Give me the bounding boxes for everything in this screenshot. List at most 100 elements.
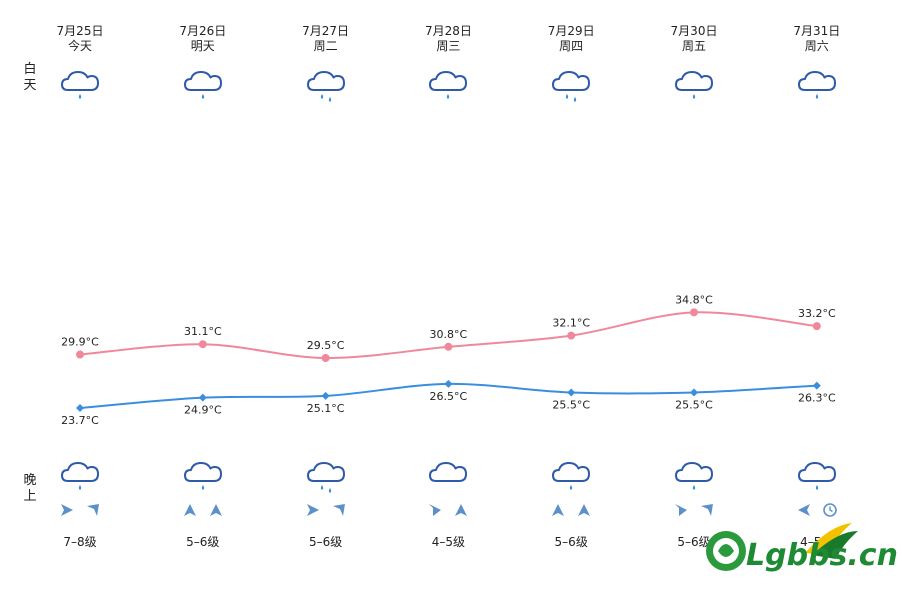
arrow-downright-icon — [429, 504, 442, 516]
night-weather-icon-3 — [426, 459, 470, 495]
day-header-5: 7月30日 周五 — [649, 24, 739, 54]
arrow-up-icon — [209, 504, 222, 516]
day-weekday: 今天 — [67, 39, 92, 53]
high-temp-point — [690, 308, 698, 317]
night-weather-icon-6 — [795, 459, 839, 495]
high-temp-label: 32.1°C — [552, 317, 590, 330]
low-temp-label: 26.3°C — [798, 392, 836, 405]
low-temp-label: 25.5°C — [675, 398, 713, 411]
high-temp-label: 34.8°C — [675, 293, 713, 306]
low-temp-point — [690, 388, 698, 397]
wind-level-3: 4–5级 — [431, 535, 466, 549]
low-temp-label: 26.5°C — [430, 390, 468, 403]
wind-level-4: 5–6级 — [554, 535, 588, 549]
night-weather-icon-4 — [549, 459, 593, 495]
day-date: 7月31日 — [793, 24, 841, 38]
day-weather-icon-0 — [58, 68, 102, 104]
wind-direction-5 — [664, 502, 724, 518]
day-weekday: 周四 — [559, 39, 584, 53]
arrow-upleft-icon — [332, 504, 345, 516]
wind-direction-4 — [541, 502, 601, 518]
high-temp-point — [198, 340, 207, 349]
high-temp-point — [567, 331, 576, 340]
rain-cloud-icon — [183, 462, 222, 490]
heavy-rain-cloud-icon — [306, 462, 345, 493]
low-temp-label: 25.1°C — [307, 402, 345, 415]
day-header-4: 7月29日 周四 — [526, 24, 616, 54]
rain-cloud-icon — [675, 462, 713, 490]
arrow-up-icon — [455, 504, 468, 516]
high-temp-point — [812, 322, 821, 331]
day-weather-icon-4 — [549, 68, 593, 104]
cloud-icon — [429, 462, 468, 482]
day-header-1: 7月26日 明天 — [158, 24, 248, 54]
rain-cloud-icon — [183, 71, 222, 99]
day-weekday: 周六 — [804, 39, 829, 53]
low-temp-point — [198, 393, 207, 402]
night-weather-icon-2 — [304, 459, 348, 495]
high-temp-label: 33.2°C — [798, 307, 836, 320]
wind-level-1: 5–6级 — [186, 535, 220, 549]
day-weather-icon-3 — [426, 68, 470, 104]
high-temp-point — [76, 350, 84, 359]
day-weekday: 周五 — [681, 39, 706, 53]
watermark-logo: Lgbbs.cn — [700, 515, 900, 585]
arrow-up-icon — [578, 504, 591, 516]
wind-direction-6 — [787, 502, 847, 518]
rain-cloud-icon — [552, 462, 591, 490]
day-weather-icon-2 — [304, 68, 348, 104]
rain-cloud-icon — [797, 462, 836, 490]
day-date: 7月28日 — [424, 24, 472, 38]
day-header-2: 7月27日 周二 — [281, 24, 371, 54]
low-temp-label: 23.7°C — [61, 414, 99, 427]
wind-level-5: 5–6级 — [677, 535, 711, 549]
day-header-3: 7月28日 周三 — [403, 24, 493, 54]
day-date: 7月29日 — [547, 24, 595, 38]
night-label: 晚上 — [23, 473, 37, 504]
rain-cloud-icon — [61, 462, 99, 490]
day-weekday: 周二 — [313, 39, 338, 53]
heavy-rain-cloud-icon — [306, 71, 345, 102]
low-temp-label: 24.9°C — [184, 404, 222, 417]
high-temp-point — [444, 342, 453, 351]
day-weather-icon-1 — [181, 68, 225, 104]
high-temp-label: 30.8°C — [430, 328, 468, 341]
arrow-up-icon — [183, 504, 196, 516]
day-header-6: 7月31日 周六 — [772, 24, 862, 54]
high-temp-label: 29.5°C — [307, 339, 345, 352]
day-weather-icon-5 — [672, 68, 716, 104]
day-date: 7月27日 — [302, 24, 350, 38]
rain-cloud-icon — [675, 71, 713, 99]
low-temp-point — [76, 404, 84, 412]
wind-level-0: 7–8级 — [63, 535, 97, 549]
day-label: 白天 — [23, 62, 37, 93]
day-header-0: 7月25日 今天 — [35, 24, 125, 54]
day-date: 7月26日 — [179, 24, 227, 38]
night-weather-icon-1 — [181, 459, 225, 495]
day-weekday: 明天 — [190, 39, 215, 53]
arrow-up-icon — [552, 504, 565, 516]
arrow-upleft-icon — [87, 504, 99, 516]
wind-direction-0 — [50, 502, 110, 518]
arrow-left-icon — [797, 504, 810, 516]
high-temp-line — [79, 311, 817, 360]
day-date: 7月25日 — [56, 24, 104, 38]
low-temp-label: 25.5°C — [552, 398, 590, 411]
high-temp-label: 31.1°C — [184, 325, 222, 338]
night-weather-icon-0 — [58, 459, 102, 495]
low-temp-point — [567, 388, 576, 397]
day-weather-icon-6 — [795, 68, 839, 104]
day-date: 7月30日 — [670, 24, 718, 38]
day-weekday: 周三 — [436, 39, 461, 53]
rain-cloud-icon — [429, 71, 468, 99]
arrow-downright-icon — [675, 504, 687, 516]
low-temp-point — [444, 379, 453, 388]
wind-direction-1 — [173, 502, 233, 518]
arrow-right-icon — [306, 504, 319, 516]
high-temp-label: 29.9°C — [61, 336, 99, 349]
wind-direction-2 — [296, 502, 356, 518]
rain-cloud-icon — [797, 71, 836, 99]
heavy-rain-cloud-icon — [552, 71, 591, 102]
high-temp-point — [321, 354, 330, 363]
low-temp-point — [812, 381, 821, 390]
